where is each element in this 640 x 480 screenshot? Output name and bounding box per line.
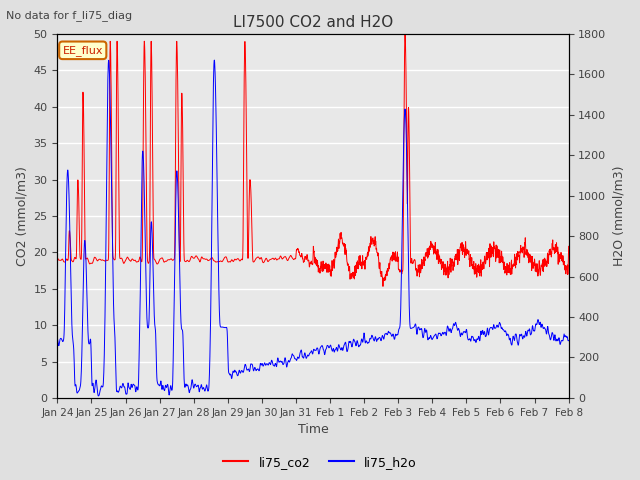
Y-axis label: CO2 (mmol/m3): CO2 (mmol/m3) bbox=[15, 166, 28, 266]
Legend: li75_co2, li75_h2o: li75_co2, li75_h2o bbox=[218, 451, 422, 474]
Y-axis label: H2O (mmol/m3): H2O (mmol/m3) bbox=[612, 166, 625, 266]
Title: LI7500 CO2 and H2O: LI7500 CO2 and H2O bbox=[233, 15, 393, 30]
Text: No data for f_li75_diag: No data for f_li75_diag bbox=[6, 10, 132, 21]
X-axis label: Time: Time bbox=[298, 423, 328, 436]
Text: EE_flux: EE_flux bbox=[63, 45, 103, 56]
